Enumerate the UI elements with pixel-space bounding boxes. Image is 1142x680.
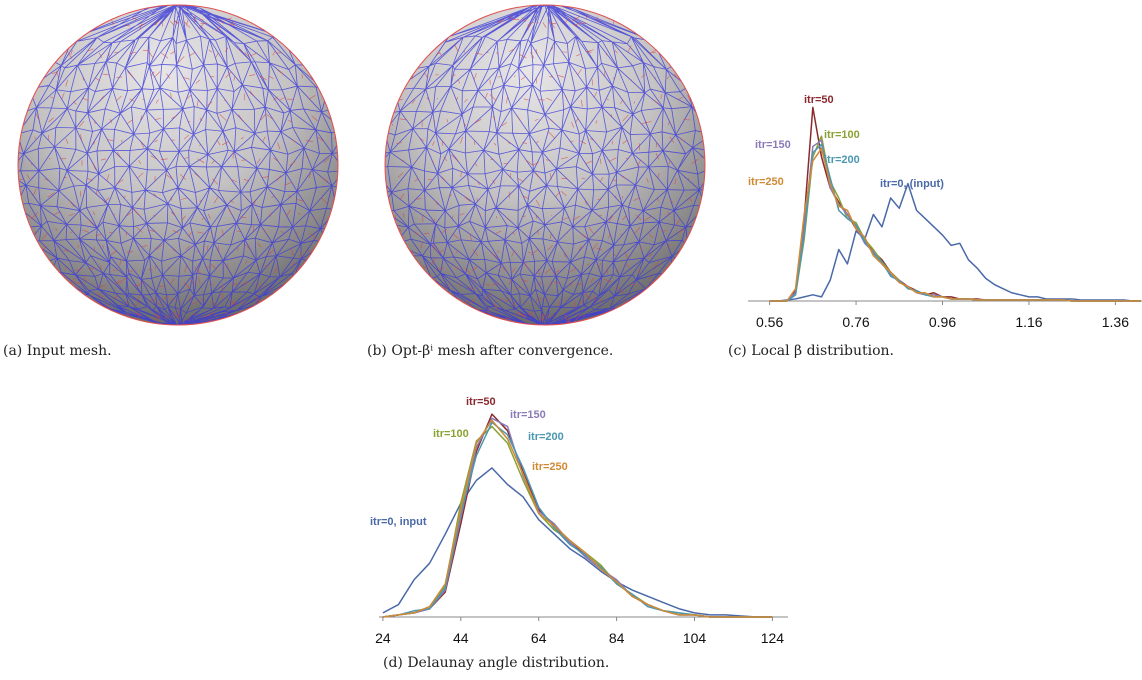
x-tick-label: 124 xyxy=(761,630,785,646)
x-tick-label: 84 xyxy=(609,630,625,646)
x-tick-label: 0.76 xyxy=(842,314,869,330)
chart: 0.56 0.76 0.96 1.16 1.36 itr=0, (input) itr=50… xyxy=(728,94,1141,359)
series-label: itr=0, input xyxy=(370,516,427,528)
x-tick-label: 24 xyxy=(375,630,391,646)
figure-page: (a) Input mesh. (b) Opt-βⁱ mesh after co… xyxy=(0,0,1142,680)
series-label: itr=150 xyxy=(755,139,791,151)
series-label: itr=0, (input) xyxy=(880,178,944,190)
x-tick-label: 104 xyxy=(683,630,707,646)
series-label: itr=250 xyxy=(532,461,568,473)
chart: 24 44 64 84 104 124 itr=0, input itr=50 itr=100 i… xyxy=(370,396,788,671)
series-label: itr=200 xyxy=(528,431,564,443)
series-label: itr=100 xyxy=(433,428,469,440)
series-label: itr=200 xyxy=(824,154,860,166)
series-label: itr=100 xyxy=(824,129,860,141)
caption: (d) Delaunay angle distribution. xyxy=(383,655,609,671)
series-label: itr=250 xyxy=(748,176,784,188)
x-tick-label: 1.36 xyxy=(1102,314,1129,330)
figure: (a) Input mesh. (b) Opt-βⁱ mesh after co… xyxy=(0,0,1142,680)
caption: (c) Local β distribution. xyxy=(728,343,894,359)
series-line xyxy=(383,420,773,617)
caption: (b) Opt-βⁱ mesh after convergence. xyxy=(367,343,613,359)
series-label: itr=150 xyxy=(510,409,546,421)
sphere-mesh xyxy=(375,1,717,329)
series-line xyxy=(383,414,773,617)
x-tick-label: 44 xyxy=(453,630,469,646)
x-tick-label: 1.16 xyxy=(1015,314,1042,330)
x-tick-label: 0.96 xyxy=(929,314,956,330)
x-tick-label: 0.56 xyxy=(756,314,783,330)
series-label: itr=50 xyxy=(466,396,496,408)
sphere-mesh xyxy=(6,1,349,329)
series-line xyxy=(383,418,773,617)
caption: (a) Input mesh. xyxy=(3,343,112,359)
x-tick-label: 64 xyxy=(531,630,547,646)
series-line xyxy=(383,422,773,617)
series-line xyxy=(770,184,1142,301)
series-label: itr=50 xyxy=(804,94,834,106)
